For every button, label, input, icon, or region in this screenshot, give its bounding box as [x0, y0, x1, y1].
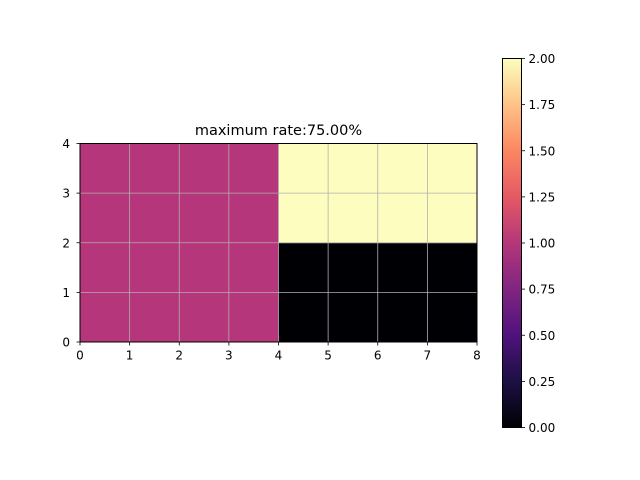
- colorbar-tick-label: 0.25: [529, 375, 556, 389]
- heatmap-cell: [80, 193, 131, 244]
- heatmap-cell: [129, 143, 180, 194]
- colorbar-tick-label: 0.75: [529, 283, 556, 297]
- heatmap-cell: [228, 292, 279, 343]
- heatmap-cell: [328, 292, 379, 343]
- heatmap-cell: [328, 143, 379, 194]
- colorbar-tick-label: 1.75: [529, 98, 556, 112]
- heatmap-cell: [377, 143, 428, 194]
- heatmap-cell: [179, 193, 230, 244]
- heatmap-cell: [377, 193, 428, 244]
- heatmap-cell: [328, 242, 379, 293]
- heatmap-cell: [427, 193, 478, 244]
- heatmap-cell: [278, 242, 329, 293]
- y-tick-label: 0: [62, 336, 70, 350]
- heatmap-cell: [278, 143, 329, 194]
- y-tick-label: 3: [62, 187, 70, 201]
- x-tick-label: 8: [473, 349, 481, 363]
- heatmap-cell: [228, 242, 279, 293]
- heatmap-cell: [179, 143, 230, 194]
- x-tick-label: 4: [275, 349, 283, 363]
- x-tick-label: 5: [324, 349, 332, 363]
- colorbar-tick-label: 1.00: [529, 237, 556, 251]
- chart-title: maximum rate:75.00%: [195, 123, 362, 139]
- x-tick-label: 1: [126, 349, 134, 363]
- heatmap-cell: [427, 143, 478, 194]
- colorbar-tick-label: 1.50: [529, 144, 556, 158]
- heatmap-cell: [427, 292, 478, 343]
- heatmap-cell: [278, 292, 329, 343]
- x-axis: 0 1 2 3 4 5 6 7 8: [76, 342, 481, 363]
- heatmap-cell: [80, 242, 131, 293]
- y-tick-label: 1: [62, 286, 70, 300]
- heatmap-cell: [328, 193, 379, 244]
- heatmap-cell: [377, 292, 428, 343]
- y-axis: 0 1 2 3 4: [62, 137, 80, 350]
- heatmap-cell: [179, 242, 230, 293]
- colorbar-tick-label: 0.00: [529, 421, 556, 435]
- x-tick-label: 2: [175, 349, 183, 363]
- heatmap-cells: [80, 143, 478, 343]
- y-tick-label: 2: [62, 236, 70, 250]
- colorbar: 0.00 0.25 0.50 0.75 1.00 1.25 1.50 1.75 2.00: [502, 52, 556, 435]
- heatmap-cell: [80, 292, 131, 343]
- colorbar-gradient: [502, 58, 522, 428]
- x-tick-label: 0: [76, 349, 84, 363]
- colorbar-tick-label: 1.25: [529, 190, 556, 204]
- heatmap-cell: [377, 242, 428, 293]
- y-tick-label: 4: [62, 137, 70, 151]
- x-tick-label: 3: [225, 349, 233, 363]
- x-tick-label: 7: [424, 349, 432, 363]
- heatmap-cell: [228, 143, 279, 194]
- grid-lines: [80, 143, 477, 342]
- heatmap-cell: [228, 193, 279, 244]
- heatmap-cell: [427, 242, 478, 293]
- colorbar-ticks: 0.00 0.25 0.50 0.75 1.00 1.25 1.50 1.75 2.00: [521, 52, 556, 435]
- heatmap-cell: [129, 292, 180, 343]
- x-tick-label: 6: [374, 349, 382, 363]
- heatmap-cell: [129, 193, 180, 244]
- heatmap-cell: [80, 143, 131, 194]
- heatmap-cell: [278, 193, 329, 244]
- colorbar-tick-label: 0.50: [529, 329, 556, 343]
- heatmap-cell: [179, 292, 230, 343]
- heatmap-cell: [129, 242, 180, 293]
- colorbar-tick-label: 2.00: [529, 52, 556, 66]
